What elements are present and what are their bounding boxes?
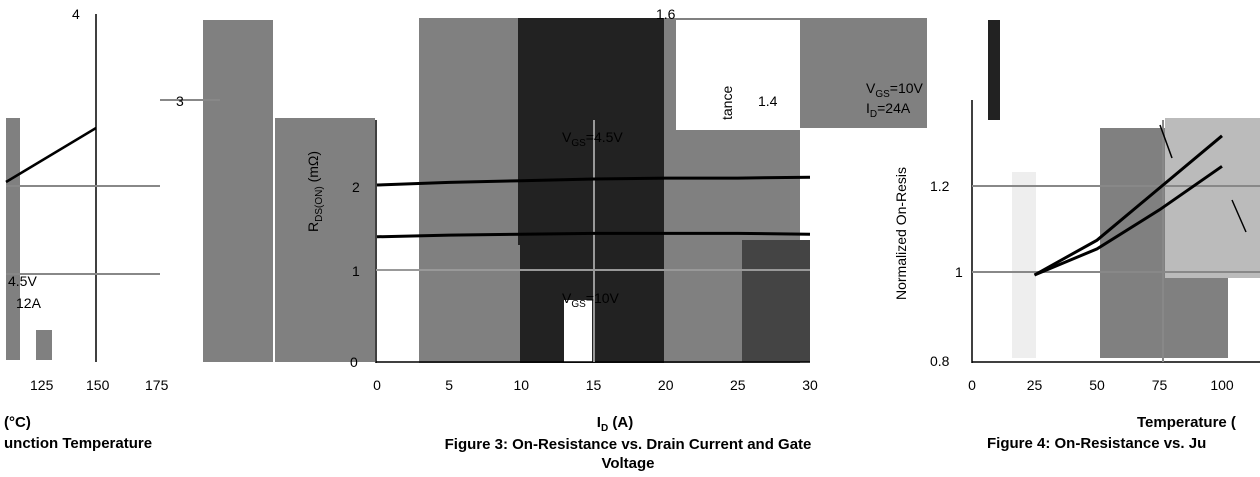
left-annotation: 12A — [16, 295, 42, 311]
x-tick-label: 20 — [658, 377, 674, 393]
right-annotation-id: ID=24A — [866, 100, 911, 120]
right-caption: Figure 4: On-Resistance vs. Ju — [987, 435, 1207, 452]
scan-artifacts — [6, 18, 1260, 363]
x-tick-label: 100 — [1210, 377, 1234, 393]
right-arrow — [1159, 124, 1173, 159]
center-xlabel-main: I — [596, 414, 601, 431]
left-xlabel: (°C) — [4, 414, 31, 431]
center-caption-line1: Figure 3: On-Resistance vs. Drain Curren… — [444, 436, 812, 453]
partial-y-label: tance — [719, 86, 735, 120]
right-y-tick: 0.8 — [930, 353, 950, 369]
center-y-label: RDS(ON) (mΩ) — [305, 151, 325, 232]
center-y-tick: 2 — [352, 179, 360, 195]
center-xlabel: ID (A) — [560, 414, 670, 434]
right-xlabel: Temperature ( — [1137, 414, 1236, 431]
right-y-tick: 1.6 — [656, 6, 676, 22]
center-y-tick: 1 — [352, 263, 360, 279]
center-chart: 0 5 10 15 20 25 30 0 1 2 VGS=4.5V VGS=10V RDS(… — [305, 120, 818, 393]
x-tick-label: 25 — [730, 377, 746, 393]
center-xlabel-unit: (A) — [608, 414, 634, 431]
left-x-tick: 125 — [30, 377, 54, 393]
right-annotation-vgs: VGS=10V — [866, 80, 924, 100]
right-y-tick: 1.2 — [930, 178, 950, 194]
series-line-1 — [1033, 134, 1223, 277]
center-annotation-vgs45: VGS=4.5V — [562, 129, 623, 149]
left-annotation: 4.5V — [8, 273, 37, 289]
left-x-tick: 150 — [86, 377, 110, 393]
x-tick-label: 50 — [1089, 377, 1105, 393]
center-ticks: 0 5 10 15 20 25 30 — [373, 377, 818, 393]
right-y-tick: 1.4 — [758, 93, 778, 109]
center-xlabel-sub: D — [600, 423, 609, 434]
left-chart: 4 3 125 150 175 4.5V 12A — [5, 6, 220, 393]
left-y-tick: 3 — [176, 93, 184, 109]
x-tick-label: 0 — [373, 377, 381, 393]
center-caption: Figure 3: On-Resistance vs. Drain Curren… — [376, 435, 880, 473]
left-y-tick: 4 — [72, 6, 80, 22]
center-marks — [376, 175, 811, 239]
center-y-tick: 0 — [350, 354, 358, 370]
right-ticks: 0 25 50 75 100 — [968, 377, 1234, 393]
left-x-tick: 175 — [145, 377, 169, 393]
right-chart: 0 25 50 75 100 0.8 1 1.2 1.4 1.6 VGS=10V ID=… — [656, 6, 1260, 393]
right-arrow — [1231, 199, 1247, 233]
x-tick-label: 30 — [802, 377, 818, 393]
x-tick-label: 15 — [586, 377, 602, 393]
left-caption: unction Temperature — [4, 435, 153, 452]
series-line-2 — [1033, 165, 1223, 277]
right-y-label: Normalized On-Resis — [893, 167, 909, 300]
x-tick-label: 0 — [968, 377, 976, 393]
x-tick-label: 75 — [1152, 377, 1168, 393]
center-caption-line2: Voltage — [601, 455, 655, 472]
right-marks — [1033, 134, 1223, 277]
series-line-1 — [376, 175, 811, 187]
center-annotation-vgs10: VGS=10V — [562, 290, 620, 310]
x-tick-label: 5 — [445, 377, 453, 393]
x-tick-label: 10 — [514, 377, 530, 393]
x-tick-label: 25 — [1027, 377, 1043, 393]
right-y-tick: 1 — [955, 264, 963, 280]
series-line-2 — [376, 231, 811, 239]
left-series-line — [5, 126, 97, 184]
